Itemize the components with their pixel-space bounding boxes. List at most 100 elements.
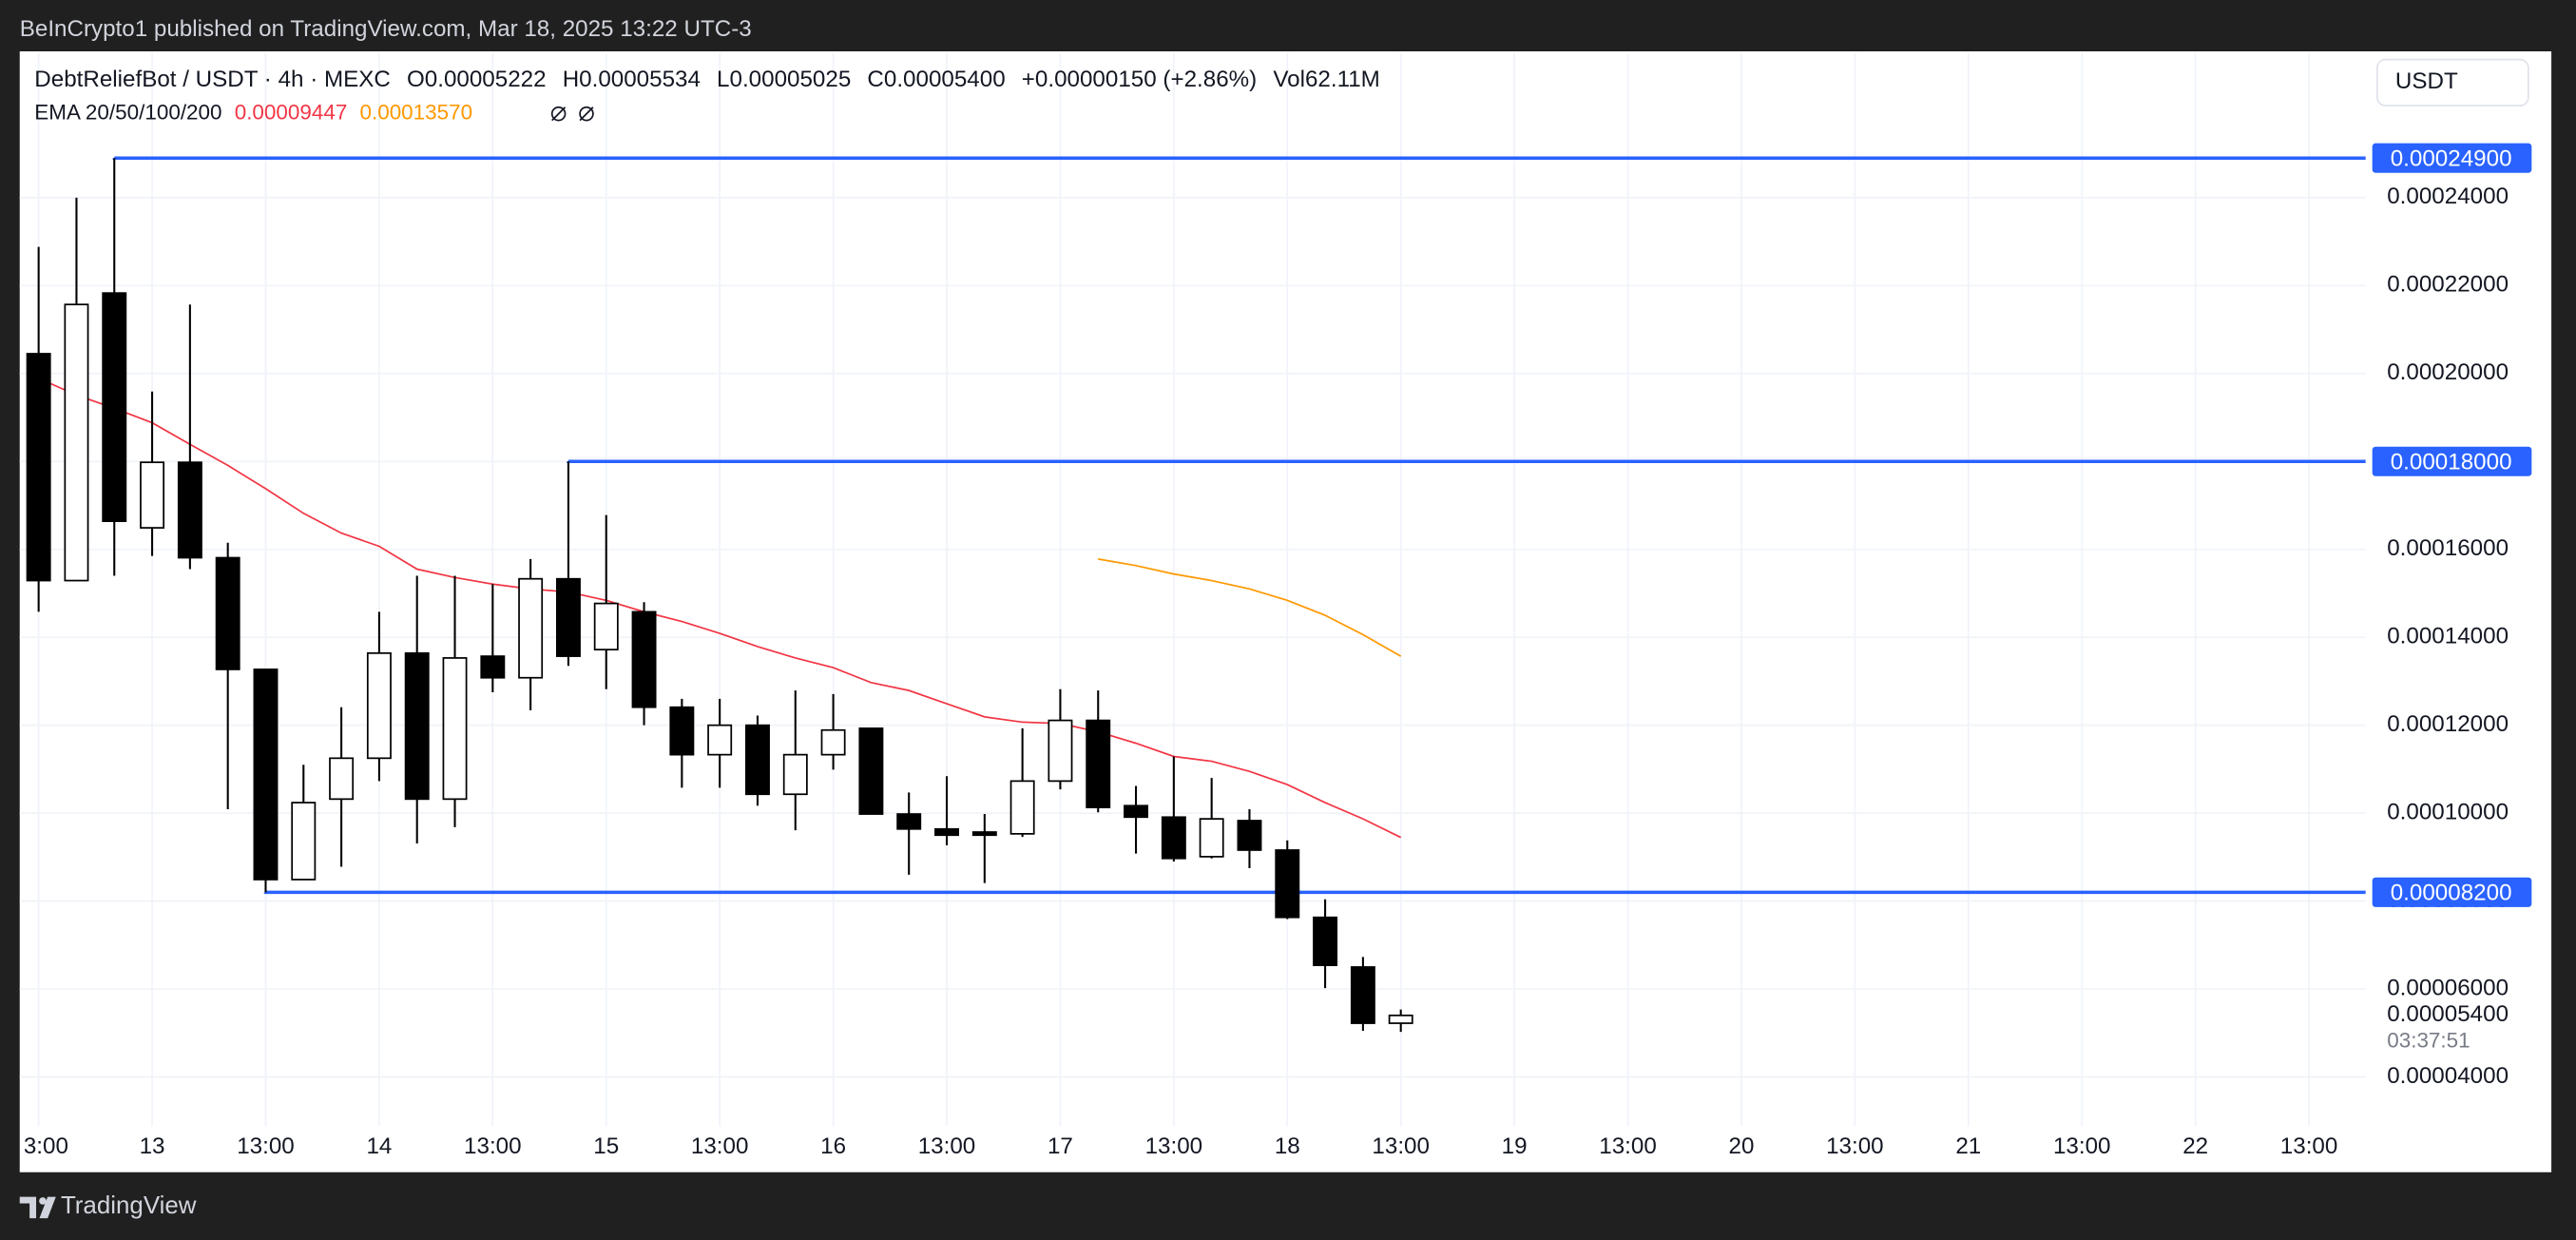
y-tick-label: 0.00004000 xyxy=(2387,1063,2509,1089)
y-tick-label: 0.00020000 xyxy=(2387,359,2509,385)
candle-body xyxy=(631,610,657,708)
ohlc-open: O0.00005222 xyxy=(407,68,547,93)
x-tick-label: 3:00 xyxy=(24,1133,68,1159)
plot xyxy=(26,156,2366,1033)
y-tick-label: 0.00010000 xyxy=(2387,800,2509,825)
x-tick-label: 13:00 xyxy=(464,1133,522,1159)
candle-body xyxy=(555,577,581,657)
candle-body xyxy=(404,651,430,801)
candle-body xyxy=(820,728,846,756)
candle-body xyxy=(26,353,51,582)
candle-body xyxy=(858,727,884,815)
candle-body xyxy=(745,724,770,796)
indicator-legend: EMA 20/50/100/200 0.00009447 0.00013570 xyxy=(34,101,472,125)
brand-name: TradingView xyxy=(61,1192,197,1219)
candle-body xyxy=(707,724,733,756)
x-tick-label: 14 xyxy=(366,1133,392,1159)
y-tick-label: 0.00014000 xyxy=(2387,624,2509,649)
y-tick-label: 0.00016000 xyxy=(2387,535,2509,561)
x-tick-label: 13:00 xyxy=(1599,1133,1657,1159)
candle-body xyxy=(366,651,392,760)
last-price-box xyxy=(2372,1000,2532,1060)
x-tick-label: 13 xyxy=(140,1133,165,1159)
brand-logo xyxy=(19,1196,56,1219)
candle-body xyxy=(1048,719,1073,783)
x-tick-label: 18 xyxy=(1275,1133,1300,1159)
currency-label[interactable]: USDT xyxy=(2395,68,2458,94)
candle-body xyxy=(669,706,695,756)
ohlc-volume: Vol62.11M xyxy=(1273,68,1380,93)
candle-body xyxy=(1124,804,1149,819)
x-tick-label: 13:00 xyxy=(1145,1133,1203,1159)
x-tick-label: 19 xyxy=(1502,1133,1528,1159)
candle-body xyxy=(1237,820,1262,851)
candle-body xyxy=(971,831,997,837)
ohlc-high: H0.00005534 xyxy=(563,68,701,93)
price-axis: 3:00 13 13:00 14 13:00 15 13:00 16 13:00 17 13:00 1… xyxy=(24,143,2532,1159)
y-tick-label: 0.00024000 xyxy=(2387,184,2509,209)
level-label: 0.00008200 xyxy=(2391,880,2512,905)
ohlc-low: L0.00005025 xyxy=(717,68,851,93)
candle-body xyxy=(329,757,355,801)
candle-body xyxy=(518,577,544,679)
ohlc-change: +0.00000150 (+2.86%) xyxy=(1022,68,1257,93)
candle-body xyxy=(140,461,165,529)
indicator-value: 0.00013570 xyxy=(359,101,472,125)
countdown: 03:37:51 xyxy=(2387,1028,2470,1052)
candle-body xyxy=(177,461,202,559)
candle-body xyxy=(102,292,127,522)
ema-line xyxy=(38,378,1402,839)
x-tick-label: 13:00 xyxy=(691,1133,749,1159)
candle-body xyxy=(782,753,808,796)
candle-body xyxy=(442,657,468,801)
x-tick-label: 13:00 xyxy=(1826,1133,1884,1159)
x-tick-label: 20 xyxy=(1729,1133,1755,1159)
x-tick-label: 13:00 xyxy=(1372,1133,1430,1159)
y-tick-label: 0.00022000 xyxy=(2387,272,2509,298)
level-label-box xyxy=(2372,143,2532,173)
y-tick-label: 0.00006000 xyxy=(2387,975,2509,1000)
grid xyxy=(19,52,2366,1127)
candle-body xyxy=(291,802,317,881)
x-tick-label: 13:00 xyxy=(2280,1133,2338,1159)
currency-button[interactable] xyxy=(2376,58,2529,107)
candle-body xyxy=(64,303,89,582)
x-tick-label: 17 xyxy=(1048,1133,1073,1159)
candle-body xyxy=(593,602,619,651)
candle-body xyxy=(253,668,279,881)
ohlc-close: C0.00005400 xyxy=(867,68,1005,93)
x-tick-label: 16 xyxy=(820,1133,846,1159)
x-tick-label: 13:00 xyxy=(2053,1133,2111,1159)
level-label: 0.00024900 xyxy=(2391,145,2512,171)
x-tick-label: 13:00 xyxy=(237,1133,295,1159)
y-tick-label: 0.00012000 xyxy=(2387,711,2509,737)
candle-body xyxy=(480,655,506,679)
ema-line xyxy=(1098,558,1402,657)
level-label-box xyxy=(2372,446,2532,476)
candle-body xyxy=(934,827,959,837)
candle-body xyxy=(1161,816,1186,860)
candle-body xyxy=(1275,849,1300,919)
chart-area xyxy=(19,51,2552,1172)
candle-body xyxy=(1199,818,1224,858)
level-label: 0.00018000 xyxy=(2391,449,2512,475)
level-label-box xyxy=(2372,877,2532,907)
x-tick-label: 13:00 xyxy=(918,1133,976,1159)
candle-body xyxy=(215,556,240,670)
last-price-label: 0.00005400 xyxy=(2387,1001,2509,1027)
indicator-value: 0.00009447 xyxy=(235,101,348,125)
symbol-legend: DebtReliefBot / USDT · 4h · MEXC O0.0000… xyxy=(34,68,1380,93)
hidden-icons xyxy=(550,106,594,122)
candle-body xyxy=(1086,719,1111,808)
published-note: BeInCrypto1 published on TradingView.com… xyxy=(20,16,752,42)
candle-body xyxy=(1388,1014,1413,1024)
candle-body xyxy=(1350,966,1375,1024)
x-tick-label: 21 xyxy=(1955,1133,1981,1159)
candle-body xyxy=(896,813,922,830)
candle-body xyxy=(1313,916,1338,966)
indicator-name: EMA 20/50/100/200 xyxy=(34,101,221,125)
x-tick-label: 15 xyxy=(593,1133,619,1159)
x-tick-label: 22 xyxy=(2182,1133,2208,1159)
